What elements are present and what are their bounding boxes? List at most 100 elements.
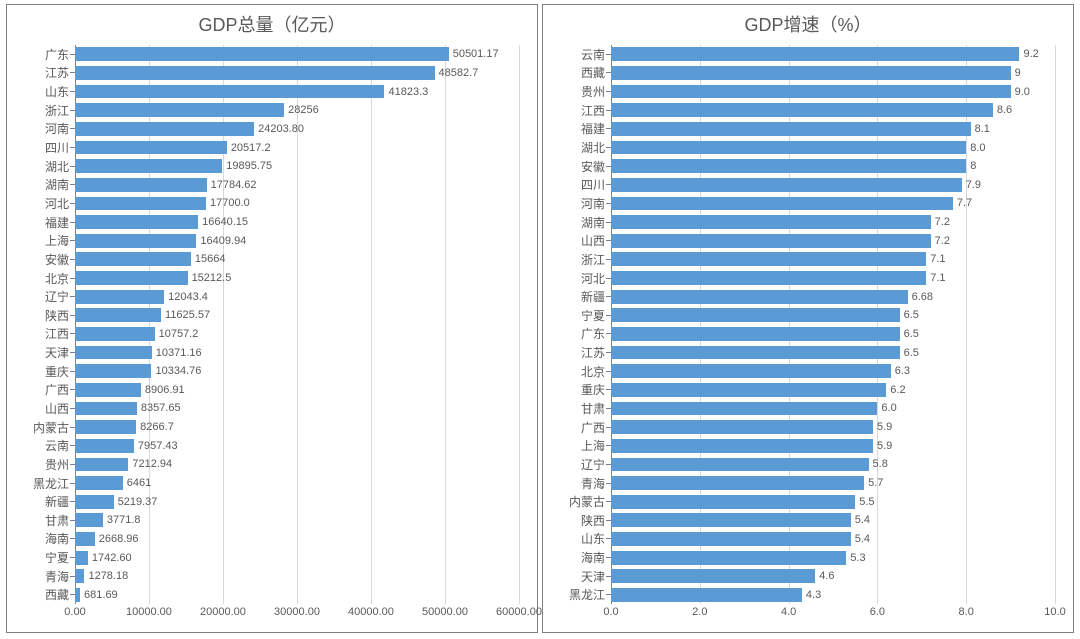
category-label: 天津 (15, 344, 75, 361)
bar-value-label: 28256 (288, 104, 319, 116)
bar (75, 178, 207, 192)
bar (611, 103, 993, 117)
category-label: 广西 (15, 381, 75, 398)
bar-row: 安徽8 (611, 157, 1055, 176)
bar-value-label: 24203.80 (258, 123, 304, 135)
category-label: 甘肃 (15, 512, 75, 529)
bar (611, 197, 953, 211)
bar-value-label: 4.3 (806, 589, 821, 601)
bar (611, 532, 851, 546)
bar-value-label: 1278.18 (88, 570, 128, 582)
bar-value-label: 5.5 (859, 496, 874, 508)
category-label: 天津 (551, 568, 611, 585)
bar-row: 甘肃3771.8 (75, 511, 519, 530)
category-label: 宁夏 (15, 549, 75, 566)
y-tick-mark (606, 464, 611, 465)
y-tick-mark (606, 557, 611, 558)
bar (75, 364, 151, 378)
category-label: 北京 (15, 270, 75, 287)
bar-value-label: 6.5 (904, 347, 919, 359)
bar-row: 贵州9.0 (611, 82, 1055, 101)
category-label: 西藏 (551, 64, 611, 81)
bar-value-label: 8357.65 (141, 402, 181, 414)
bar-value-label: 17784.62 (211, 179, 257, 191)
bar (75, 346, 152, 360)
bar-row: 浙江7.1 (611, 250, 1055, 269)
bar-row: 黑龙江4.3 (611, 586, 1055, 605)
bar-value-label: 7.1 (930, 272, 945, 284)
y-tick-mark (606, 54, 611, 55)
bar (611, 588, 802, 602)
bar-row: 西藏681.69 (75, 586, 519, 605)
category-label: 江西 (551, 102, 611, 119)
bar (611, 402, 877, 416)
bar (75, 290, 164, 304)
bar-value-label: 6.68 (912, 291, 933, 303)
bar-row: 河南24203.80 (75, 120, 519, 139)
y-tick-mark (70, 259, 75, 260)
bar-value-label: 12043.4 (168, 291, 208, 303)
y-tick-mark (70, 520, 75, 521)
bar (611, 252, 926, 266)
category-label: 云南 (551, 46, 611, 63)
category-label: 辽宁 (551, 456, 611, 473)
category-label: 黑龙江 (15, 475, 75, 492)
y-tick-mark (70, 166, 75, 167)
category-label: 宁夏 (551, 307, 611, 324)
x-tick-label: 30000.00 (274, 606, 320, 618)
bar-row: 浙江28256 (75, 101, 519, 120)
bar (611, 234, 931, 248)
bar (75, 495, 114, 509)
bar-row: 内蒙古8266.7 (75, 418, 519, 437)
bar-value-label: 9.0 (1015, 86, 1030, 98)
y-tick-mark (70, 371, 75, 372)
bar-value-label: 6461 (127, 477, 151, 489)
x-tick-label: 0.0 (603, 606, 618, 618)
category-label: 四川 (551, 176, 611, 193)
y-tick-mark (70, 445, 75, 446)
bar-value-label: 5.3 (850, 552, 865, 564)
bar-row: 北京6.3 (611, 362, 1055, 381)
bar (611, 569, 815, 583)
bar (75, 252, 191, 266)
bar-value-label: 5219.37 (118, 496, 158, 508)
bar-value-label: 5.7 (868, 477, 883, 489)
bar-row: 山西8357.65 (75, 399, 519, 418)
category-label: 江苏 (15, 64, 75, 81)
bar (611, 364, 891, 378)
bar-value-label: 8266.7 (140, 421, 174, 433)
y-tick-mark (606, 166, 611, 167)
bar-row: 湖南17784.62 (75, 175, 519, 194)
y-tick-mark (70, 72, 75, 73)
category-label: 新疆 (15, 493, 75, 510)
bar-row: 重庆10334.76 (75, 362, 519, 381)
bar-value-label: 7.7 (957, 197, 972, 209)
bar (75, 420, 136, 434)
bar-row: 天津4.6 (611, 567, 1055, 586)
bar-row: 黑龙江6461 (75, 474, 519, 493)
bar-value-label: 7.2 (935, 216, 950, 228)
bar-value-label: 7.2 (935, 235, 950, 247)
bar-value-label: 19895.75 (226, 160, 272, 172)
category-label: 新疆 (551, 288, 611, 305)
category-label: 陕西 (15, 307, 75, 324)
bar (611, 178, 962, 192)
bar (75, 308, 161, 322)
bar-row: 四川7.9 (611, 175, 1055, 194)
bar-value-label: 11625.57 (165, 309, 210, 321)
category-label: 河南 (15, 120, 75, 137)
category-label: 海南 (15, 530, 75, 547)
y-tick-mark (606, 184, 611, 185)
y-tick-mark (606, 594, 611, 595)
bar (75, 47, 449, 61)
y-tick-mark (606, 483, 611, 484)
bar-row: 山东5.4 (611, 530, 1055, 549)
category-label: 甘肃 (551, 400, 611, 417)
bar (75, 215, 198, 229)
bar (611, 513, 851, 527)
y-tick-mark (606, 128, 611, 129)
y-tick-mark (606, 427, 611, 428)
bar-value-label: 15212.5 (192, 272, 232, 284)
bar-value-label: 10757.2 (159, 328, 199, 340)
category-label: 河北 (551, 270, 611, 287)
